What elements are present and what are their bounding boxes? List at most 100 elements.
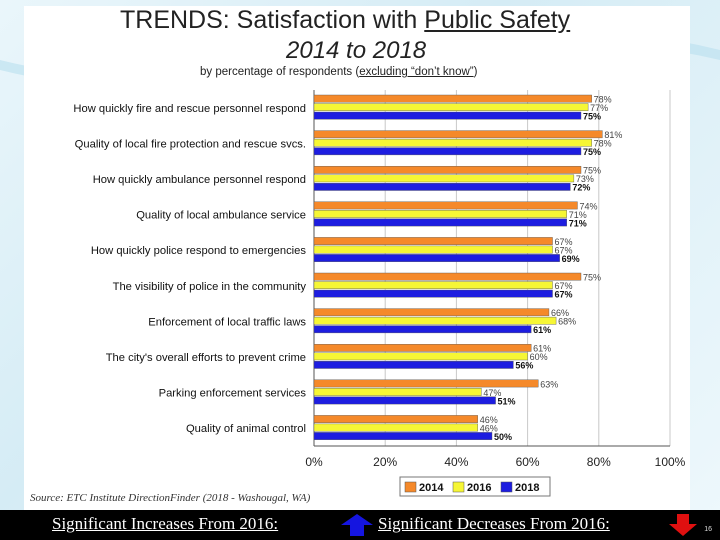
category-label: Quality of local fire protection and res… bbox=[75, 138, 306, 150]
x-tick-label: 80% bbox=[587, 455, 611, 469]
value-label: 77% bbox=[590, 103, 608, 113]
caption-underlined: excluding “don’t know” bbox=[359, 66, 474, 78]
value-label: 61% bbox=[533, 344, 551, 354]
bar-2014 bbox=[313, 415, 478, 423]
value-label: 71% bbox=[569, 210, 587, 220]
legend: 2014 2016 2018 bbox=[399, 476, 551, 497]
bar-2016 bbox=[313, 352, 528, 361]
legend-swatch bbox=[500, 481, 513, 493]
value-label: 69% bbox=[562, 254, 580, 264]
bar-2018 bbox=[313, 218, 567, 227]
value-label: 66% bbox=[551, 308, 569, 318]
value-label: 46% bbox=[480, 415, 498, 425]
chart-subtitle: 2014 to 2018 bbox=[286, 37, 427, 64]
caption-prefix: by percentage of respondents ( bbox=[200, 66, 360, 78]
bar-2016 bbox=[313, 210, 567, 218]
value-label: 71% bbox=[569, 218, 587, 228]
legend-label: 2016 bbox=[467, 482, 491, 494]
x-tick-label: 100% bbox=[655, 455, 686, 469]
bar-2018 bbox=[313, 182, 571, 191]
value-label: 67% bbox=[555, 237, 573, 247]
bar-2016 bbox=[313, 316, 557, 325]
bar-2016 bbox=[313, 423, 478, 432]
bar-2014 bbox=[313, 344, 532, 352]
legend-label: 2014 bbox=[419, 482, 444, 494]
caption-suffix: ) bbox=[473, 66, 478, 78]
footer-bar: Significant Increases From 2016: Signifi… bbox=[0, 510, 720, 540]
bar-2016 bbox=[313, 245, 553, 254]
value-label: 72% bbox=[572, 183, 590, 193]
value-label: 56% bbox=[515, 361, 533, 371]
bar-2018 bbox=[313, 111, 582, 120]
category-label: How quickly police respond to emergencie… bbox=[91, 245, 307, 257]
category-label: Quality of animal control bbox=[186, 423, 306, 435]
chart-caption: by percentage of respondents (excluding … bbox=[200, 66, 477, 78]
title-underlined: Public Safety bbox=[424, 6, 571, 34]
category-label: Parking enforcement services bbox=[159, 388, 307, 400]
value-label: 61% bbox=[533, 325, 551, 335]
category-label: The city's overall efforts to prevent cr… bbox=[106, 352, 306, 364]
bar-2014 bbox=[313, 201, 578, 210]
bar-2016 bbox=[313, 103, 589, 112]
value-label: 67% bbox=[555, 281, 573, 291]
source-note: Source: ETC Institute DirectionFinder (2… bbox=[30, 492, 311, 504]
bar-2014 bbox=[313, 237, 553, 245]
category-label: How quickly ambulance personnel respond bbox=[93, 174, 306, 186]
bar-2018 bbox=[313, 254, 560, 262]
bar-2018 bbox=[313, 147, 582, 156]
value-label: 75% bbox=[583, 147, 601, 157]
value-label: 75% bbox=[583, 166, 601, 176]
bar-2016 bbox=[313, 388, 482, 396]
bar-2018 bbox=[313, 289, 553, 298]
bar-2016 bbox=[313, 281, 553, 290]
bar-2016 bbox=[313, 174, 575, 183]
bar-2014 bbox=[313, 165, 582, 174]
value-label: 50% bbox=[494, 432, 512, 442]
value-label: 73% bbox=[576, 174, 594, 184]
legend-swatch bbox=[452, 481, 465, 493]
bar-2018 bbox=[313, 396, 496, 405]
down-arrow-icon bbox=[669, 514, 697, 536]
value-label: 60% bbox=[530, 352, 548, 362]
bar-2014 bbox=[313, 379, 539, 388]
value-label: 78% bbox=[594, 95, 612, 105]
footer-decrease-label: Significant Decreases From 2016: bbox=[378, 514, 610, 533]
value-label: 74% bbox=[579, 201, 597, 211]
bar-chart: 0% 20% 40% 60% 80% 100% How quickly fire and r… bbox=[73, 90, 686, 497]
bar-2018 bbox=[313, 325, 532, 334]
bar-2014 bbox=[313, 94, 592, 103]
value-label: 75% bbox=[583, 112, 601, 122]
x-tick-label: 20% bbox=[373, 455, 397, 469]
value-label: 78% bbox=[594, 139, 612, 149]
category-label: Enforcement of local traffic laws bbox=[148, 316, 306, 328]
bar-2014 bbox=[313, 272, 582, 281]
legend-swatch bbox=[404, 481, 417, 493]
legend-label: 2018 bbox=[515, 482, 539, 494]
chart-title: TRENDS: Satisfaction with Public Safety bbox=[120, 6, 570, 35]
x-tick-label: 60% bbox=[516, 455, 540, 469]
value-label: 67% bbox=[555, 290, 573, 300]
value-label: 46% bbox=[480, 423, 498, 433]
value-label: 63% bbox=[540, 379, 558, 389]
legend-box bbox=[399, 476, 551, 497]
value-label: 51% bbox=[498, 396, 516, 406]
title-prefix: TRENDS: Satisfaction with bbox=[120, 6, 425, 34]
up-arrow-icon bbox=[341, 514, 373, 536]
value-label: 68% bbox=[558, 317, 576, 327]
bar-2016 bbox=[313, 138, 592, 147]
bar-2014 bbox=[313, 308, 550, 317]
bar-2014 bbox=[313, 130, 603, 139]
value-label: 75% bbox=[583, 273, 601, 283]
value-label: 47% bbox=[483, 388, 501, 398]
value-label: 67% bbox=[555, 245, 573, 255]
category-label: The visibility of police in the communit… bbox=[113, 281, 307, 293]
category-label: How quickly fire and rescue personnel re… bbox=[73, 103, 306, 115]
slide-number: 16 bbox=[704, 526, 712, 533]
x-tick-label: 40% bbox=[444, 455, 468, 469]
bar-2018 bbox=[313, 361, 514, 369]
bar-2018 bbox=[313, 432, 493, 440]
footer-increase-label: Significant Increases From 2016: bbox=[52, 514, 279, 533]
value-label: 81% bbox=[604, 130, 622, 140]
category-label: Quality of local ambulance service bbox=[136, 210, 306, 222]
x-tick-label: 0% bbox=[305, 455, 323, 469]
